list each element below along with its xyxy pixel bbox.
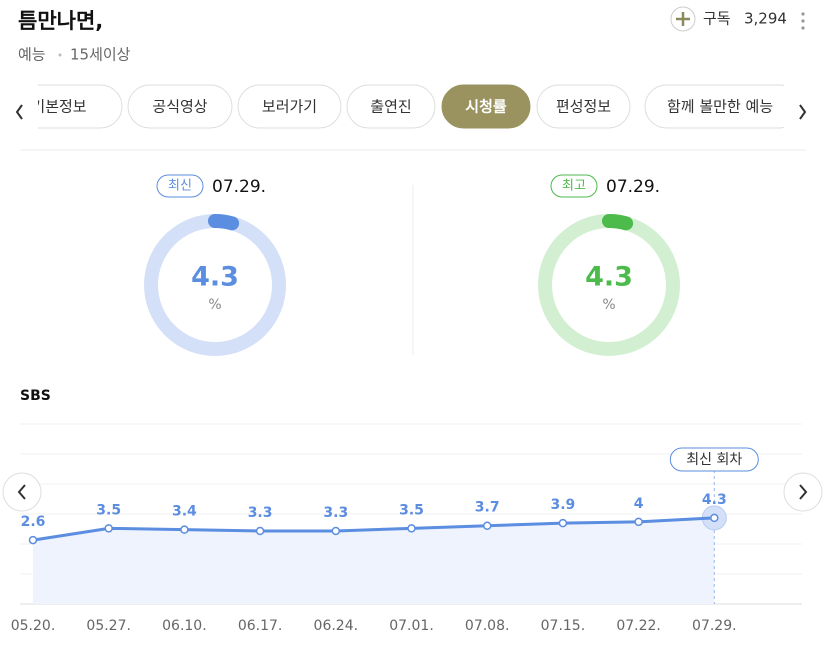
- subscribe-label[interactable]: 구독: [703, 10, 731, 28]
- x-tick-label: 06.10.: [162, 618, 207, 634]
- x-tick-label: 05.20.: [11, 618, 56, 634]
- x-tick-label: 06.24.: [314, 618, 359, 634]
- point: [104, 524, 113, 533]
- age: 15세이상: [70, 46, 131, 64]
- x-tick-label: 07.01.: [389, 618, 434, 634]
- tab-prev[interactable]: [15, 104, 23, 120]
- x-tick-label: 07.08.: [465, 618, 510, 634]
- more-menu[interactable]: [801, 12, 805, 30]
- value-label: 3.9: [550, 497, 575, 513]
- value: 4.3: [191, 262, 239, 293]
- point: [482, 521, 492, 530]
- tab-next[interactable]: [799, 104, 807, 120]
- genre: 예능: [18, 46, 46, 64]
- tab[interactable]: [346, 84, 436, 129]
- title: 틈만나면,: [18, 9, 103, 33]
- badge: [156, 174, 204, 198]
- tab-label[interactable]: 출연진: [370, 98, 411, 116]
- point: [558, 518, 568, 528]
- point: [710, 513, 719, 523]
- value-label: 3.7: [475, 500, 500, 516]
- value-label: 4: [634, 496, 644, 512]
- point: [331, 526, 341, 536]
- value-label: 4.3: [702, 492, 727, 508]
- badge-label: 최신: [168, 179, 192, 194]
- point: [407, 524, 416, 533]
- tab-label[interactable]: 기본정보: [31, 98, 87, 116]
- tab-label[interactable]: 편성정보: [556, 98, 611, 116]
- tab[interactable]: [536, 84, 631, 129]
- value: 4.3: [585, 262, 633, 293]
- area: [33, 517, 715, 604]
- channel: SBS: [20, 388, 51, 404]
- subscribers: 3,294: [744, 10, 787, 28]
- value-label: 3.5: [96, 502, 121, 518]
- tab-label[interactable]: 보러가기: [262, 98, 317, 116]
- chart-next[interactable]: [783, 472, 823, 512]
- tab-label[interactable]: 함께 볼만한 예능: [667, 98, 773, 116]
- rating-chart: SBS 최신 회차 2.6 05.20. 3.5 05.27. 3.4 06.10. 3.3 06…: [11, 388, 802, 634]
- tab[interactable]: [127, 84, 233, 129]
- value-label: 2.6: [21, 514, 46, 530]
- tab-bar: 기본정보 공식영상 보러가기 출연진 시청률 편성정보 함께 볼만한 예능: [0, 84, 800, 129]
- unit: %: [208, 297, 221, 313]
- plus: [676, 12, 690, 26]
- tab[interactable]: [0, 84, 123, 129]
- value-label: 3.3: [323, 505, 348, 521]
- badge: [550, 174, 598, 198]
- value-label: 3.5: [399, 502, 424, 518]
- x-tick-label: 07.29.: [692, 618, 737, 634]
- chart-prev[interactable]: [2, 472, 42, 512]
- x-tick-label: 07.22.: [616, 618, 661, 634]
- badge-label: 최고: [562, 179, 586, 194]
- date: 07.29.: [212, 177, 266, 197]
- annotation: 최신 회차: [686, 452, 742, 468]
- point: [180, 525, 189, 534]
- ring-arc: [538, 214, 680, 356]
- unit: %: [602, 297, 615, 313]
- annotation-pill: [669, 447, 759, 472]
- line: [32, 516, 715, 542]
- tab[interactable]: [644, 84, 800, 129]
- x-tick-label: 05.27.: [86, 618, 131, 634]
- ring-arc: [144, 214, 286, 356]
- tab[interactable]: [441, 84, 531, 129]
- dot: [58, 53, 62, 57]
- value-label: 3.4: [172, 504, 197, 520]
- point: [28, 535, 38, 545]
- tab[interactable]: [237, 84, 342, 129]
- tab-label[interactable]: 공식영상: [152, 98, 207, 116]
- value-label: 3.3: [248, 505, 273, 521]
- point: [255, 526, 265, 536]
- date: 07.29.: [606, 177, 660, 197]
- x-tick-label: 06.17.: [238, 618, 283, 634]
- x-tick-label: 07.15.: [541, 618, 586, 634]
- point: [634, 517, 643, 527]
- subscribe-button[interactable]: 구독 3,294: [670, 6, 787, 32]
- tab-label[interactable]: 시청률: [465, 98, 507, 116]
